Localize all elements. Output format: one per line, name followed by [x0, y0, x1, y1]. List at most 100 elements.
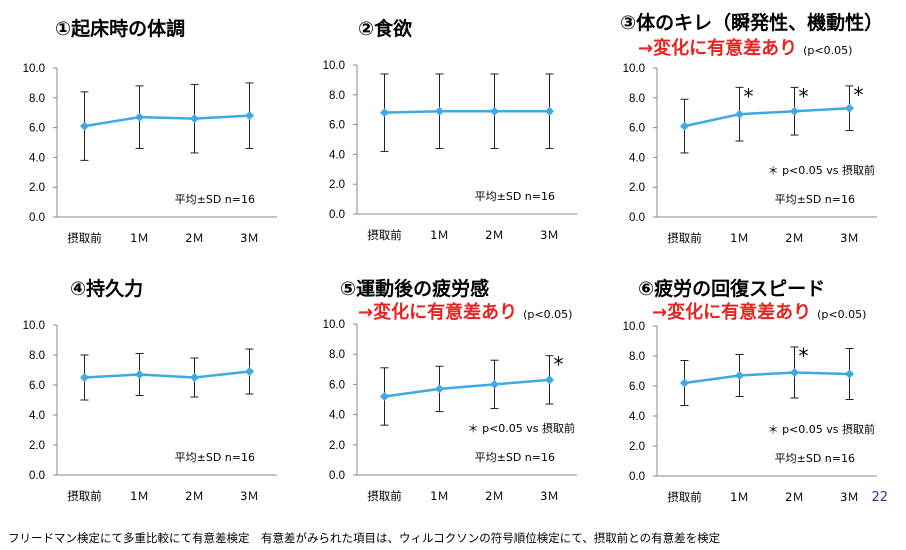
significance-mark: *: [744, 84, 754, 108]
data-point: [490, 106, 499, 116]
data-point: [80, 373, 89, 382]
significance-subtitle: →変化に有意差あり (p<0.05): [358, 298, 572, 324]
series-line: [384, 378, 550, 398]
subtitle-text: →変化に有意差あり: [358, 302, 518, 323]
significance-mark: *: [854, 83, 864, 107]
data-point: [545, 375, 554, 385]
x-tick-label: 2Ｍ: [785, 490, 804, 504]
y-tick-label: 10.0: [323, 319, 345, 331]
x-tick-label: 摂取前: [667, 490, 702, 504]
significance-mark: *: [799, 344, 809, 368]
x-tick-label: 摂取前: [367, 489, 402, 503]
y-tick-label: 2.0: [29, 182, 45, 194]
data-point: [245, 367, 254, 376]
chart-title: ⑤運動後の疲労感: [340, 278, 490, 300]
y-tick-label: 2.0: [329, 179, 345, 191]
p-value-text: (p<0.05): [523, 308, 573, 321]
data-point: [680, 121, 689, 131]
x-tick-label: 1Ｍ: [130, 231, 149, 245]
x-tick-label: 1Ｍ: [130, 489, 149, 503]
significance-note: ＊ p<0.05 vs 摂取前: [468, 421, 575, 435]
y-tick-label: 8.0: [329, 90, 345, 102]
data-point: [245, 111, 254, 121]
chart-plot: 0.0 2.0 4.0 6.0 8.0 10.0 摂取前 1Ｍ 2Ｍ 3Ｍ * * * ＊ p<0.05 …: [623, 63, 877, 245]
x-tick-label: 摂取前: [667, 231, 702, 245]
series-line: [684, 371, 850, 385]
y-tick-label: 2.0: [629, 182, 645, 194]
y-tick-label: 10.0: [23, 63, 45, 75]
significance-mark: *: [799, 84, 809, 108]
chart-panel-4: ④持久力 0.0 2.0 4.0 6.0 8.0 10.0 摂取前 1Ｍ 2Ｍ 3Ｍ 平均±SD n…: [0, 265, 300, 525]
data-point: [435, 106, 444, 116]
y-tick-label: 6.0: [29, 123, 45, 135]
data-point: [490, 379, 499, 389]
stat-label: 平均±SD n=16: [475, 190, 555, 203]
x-tick-label: 1Ｍ: [730, 490, 749, 504]
chart-panel-1: ①起床時の体調 0.0 2.0 4.0 6.0 8.0 10.0 摂取前 1Ｍ 2Ｍ 3Ｍ 平均±S…: [0, 0, 300, 260]
x-tick-label: 摂取前: [367, 228, 402, 242]
data-point: [190, 114, 199, 124]
chart-plot: 0.0 2.0 4.0 6.0 8.0 10.0 摂取前 1Ｍ 2Ｍ 3Ｍ 平均±SD n=16: [323, 60, 577, 242]
y-tick-label: 10.0: [323, 60, 345, 72]
series-line: [84, 114, 250, 128]
data-point: [845, 103, 854, 113]
stat-label: 平均±SD n=16: [175, 193, 255, 206]
y-tick-label: 8.0: [29, 350, 45, 362]
chart-panel-6: ⑥疲労の回復スピード →変化に有意差あり (p<0.05) 0.0 2.0 4.0 6.…: [600, 265, 900, 525]
chart-panel-5: ⑤運動後の疲労感 →変化に有意差あり (p<0.05) 0.0 2.0 4.0 6.0 8…: [300, 265, 600, 525]
x-tick-label: 2Ｍ: [185, 489, 204, 503]
y-tick-label: 0.0: [629, 471, 645, 483]
chart-plot: 0.0 2.0 4.0 6.0 8.0 10.0 摂取前 1Ｍ 2Ｍ 3Ｍ * ＊ p<0.05 vs…: [323, 319, 577, 503]
data-point: [135, 112, 144, 122]
y-tick-label: 4.0: [29, 410, 45, 422]
y-tick-label: 8.0: [629, 351, 645, 363]
x-tick-label: 2Ｍ: [185, 231, 204, 245]
x-tick-label: 3Ｍ: [240, 489, 259, 503]
chart-title: ⑥疲労の回復スピード: [638, 278, 826, 300]
significance-note: ＊ p<0.05 vs 摂取前: [768, 163, 875, 177]
data-point: [735, 371, 744, 380]
data-point: [135, 370, 144, 379]
data-point: [545, 106, 554, 116]
y-tick-label: 8.0: [29, 93, 45, 105]
y-tick-label: 4.0: [329, 149, 345, 161]
significance-subtitle: →変化に有意差あり (p<0.05): [638, 34, 852, 60]
y-tick-label: 10.0: [623, 321, 645, 333]
page-number: 22: [871, 490, 888, 505]
stat-label: 平均±SD n=16: [775, 452, 855, 465]
y-tick-label: 0.0: [329, 209, 345, 221]
subtitle-text: →変化に有意差あり: [638, 38, 798, 59]
y-tick-label: 10.0: [23, 320, 45, 332]
y-tick-label: 0.0: [329, 470, 345, 482]
x-tick-label: 3Ｍ: [840, 490, 859, 504]
y-tick-label: 4.0: [629, 152, 645, 164]
x-tick-label: 2Ｍ: [485, 228, 504, 242]
y-tick-label: 2.0: [29, 440, 45, 452]
y-tick-label: 10.0: [623, 63, 645, 75]
y-tick-label: 6.0: [329, 120, 345, 132]
x-tick-label: 1Ｍ: [430, 228, 449, 242]
stat-label: 平均±SD n=16: [175, 451, 255, 464]
chart-plot: 0.0 2.0 4.0 6.0 8.0 10.0 摂取前 1Ｍ 2Ｍ 3Ｍ 平均±SD n=16: [23, 63, 277, 245]
x-tick-label: 3Ｍ: [540, 489, 559, 503]
x-tick-label: 摂取前: [67, 489, 102, 503]
x-tick-label: 3Ｍ: [840, 231, 859, 245]
y-tick-label: 6.0: [629, 381, 645, 393]
y-tick-label: 2.0: [629, 441, 645, 453]
data-point: [435, 384, 444, 394]
data-point: [80, 121, 89, 131]
chart-panel-3: ③体のキレ（瞬発性、機動性） →変化に有意差あり (p<0.05) 0.0 2.0 4…: [600, 0, 900, 260]
p-value-text: (p<0.05): [817, 308, 867, 321]
data-point: [790, 106, 799, 116]
chart-panel-2: ②食欲 0.0 2.0 4.0 6.0 8.0 10.0 摂取前 1Ｍ 2Ｍ 3Ｍ 平均±SD n=…: [300, 0, 600, 260]
y-tick-label: 8.0: [629, 93, 645, 105]
data-point: [380, 391, 389, 401]
p-value-text: (p<0.05): [803, 44, 853, 57]
stat-label: 平均±SD n=16: [475, 451, 555, 464]
significance-subtitle: →変化に有意差あり (p<0.05): [652, 298, 866, 324]
data-point: [735, 109, 744, 119]
x-tick-label: 1Ｍ: [730, 231, 749, 245]
x-tick-label: 2Ｍ: [485, 489, 504, 503]
stat-label: 平均±SD n=16: [775, 193, 855, 206]
x-tick-label: 1Ｍ: [430, 489, 449, 503]
